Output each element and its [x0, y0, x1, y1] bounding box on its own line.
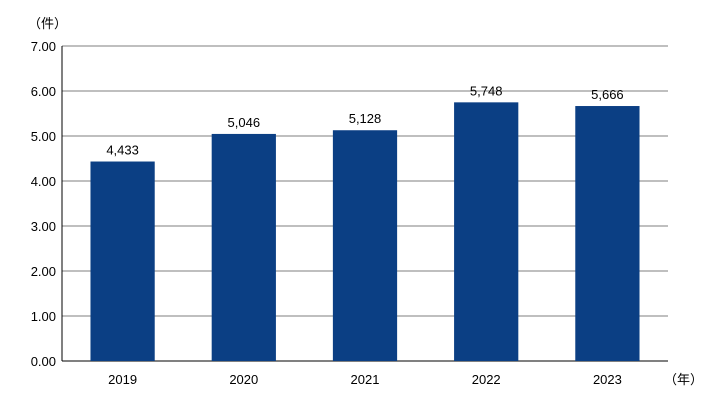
x-tick-label-2019: 2019	[108, 372, 137, 387]
data-label-2022: 5,748	[470, 83, 503, 98]
bar-2020	[211, 133, 276, 361]
y-tick-label: 5.00	[31, 129, 56, 144]
x-tick-label-2021: 2021	[351, 372, 380, 387]
bars	[90, 102, 640, 361]
y-tick-label: 7.00	[31, 39, 56, 54]
y-axis-unit-label: （件）	[28, 17, 67, 32]
data-labels: 4,433 5,046 5,128 5,748 5,666	[106, 83, 623, 157]
data-label-2021: 5,128	[349, 111, 382, 126]
y-tick-label: 2.00	[31, 264, 56, 279]
x-tick-labels: 2019 2020 2021 2022 2023	[108, 372, 622, 387]
data-label-2019: 4,433	[106, 143, 139, 158]
y-tick-labels: 0.00 1.00 2.00 3.00 4.00 5.00 6.00 7.00	[31, 39, 56, 369]
x-axis-unit-label: （年）	[664, 373, 703, 388]
bar-2022	[454, 102, 519, 361]
data-label-2020: 5,046	[228, 115, 261, 130]
bar-2023	[575, 106, 640, 361]
y-tick-label: 6.00	[31, 84, 56, 99]
x-tick-label-2023: 2023	[593, 372, 622, 387]
bar-2019	[90, 161, 155, 361]
y-tick-label: 1.00	[31, 309, 56, 324]
data-label-2023: 5,666	[591, 87, 624, 102]
x-tick-label-2022: 2022	[472, 372, 501, 387]
x-tick-label-2020: 2020	[229, 372, 258, 387]
bar-2021	[332, 130, 398, 361]
y-tick-label: 3.00	[31, 219, 56, 234]
y-tick-label: 0.00	[31, 354, 56, 369]
y-tick-label: 4.00	[31, 174, 56, 189]
